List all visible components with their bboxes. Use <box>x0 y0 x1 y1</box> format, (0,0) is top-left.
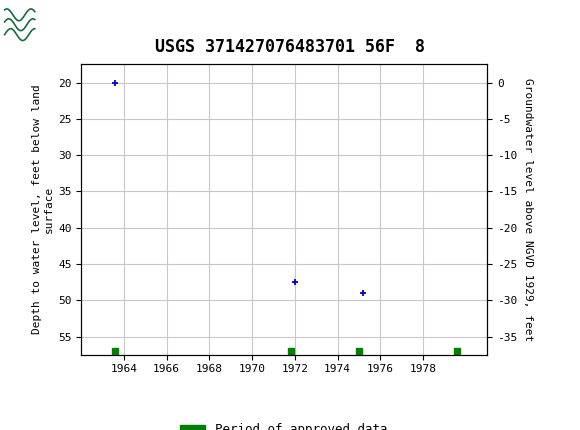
Y-axis label: Depth to water level, feet below land
surface: Depth to water level, feet below land su… <box>32 85 54 335</box>
FancyBboxPatch shape <box>3 4 70 46</box>
Y-axis label: Groundwater level above NGVD 1929, feet: Groundwater level above NGVD 1929, feet <box>523 78 532 341</box>
Legend: Period of approved data: Period of approved data <box>175 418 393 430</box>
Text: USGS 371427076483701 56F  8: USGS 371427076483701 56F 8 <box>155 38 425 56</box>
Text: USGS: USGS <box>78 15 138 34</box>
